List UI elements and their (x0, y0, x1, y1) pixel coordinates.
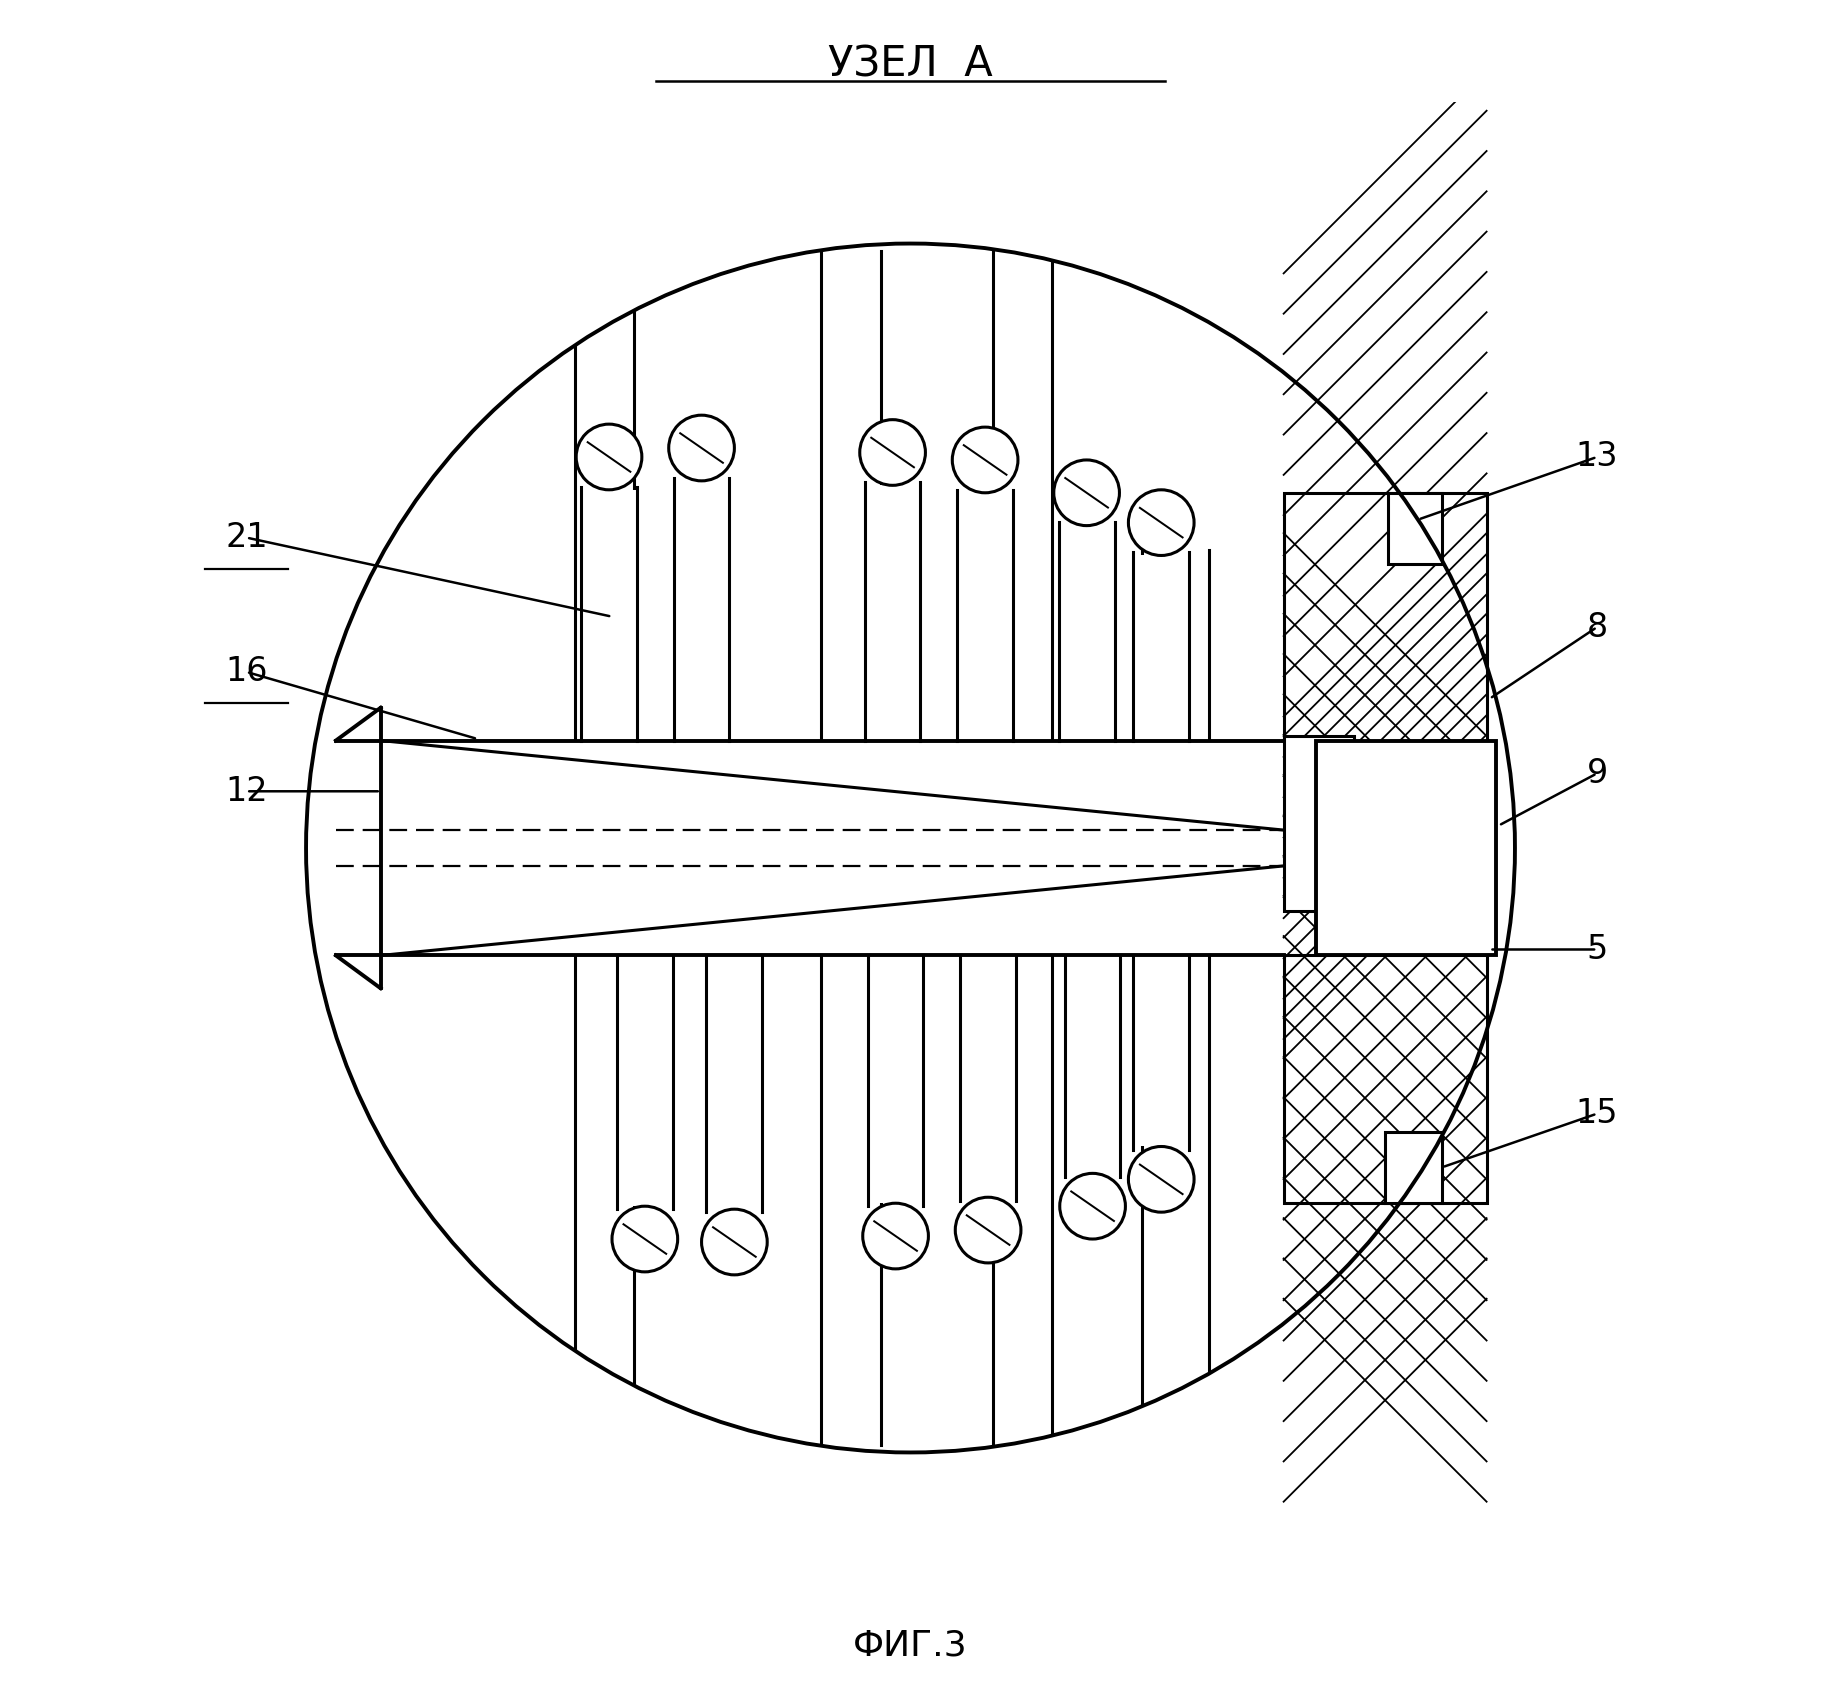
Circle shape (863, 1202, 929, 1269)
Circle shape (701, 1209, 767, 1275)
Circle shape (1129, 1146, 1195, 1213)
Circle shape (575, 424, 641, 490)
Bar (335, 741, 1284, 955)
Bar (707, 955, 763, 1209)
Bar (1386, 1131, 1442, 1202)
Bar (674, 482, 730, 741)
Text: 5: 5 (1586, 933, 1608, 967)
Circle shape (668, 416, 734, 482)
Bar (1065, 955, 1120, 1174)
Text: УЗЕЛ  А: УЗЕЛ А (829, 44, 992, 85)
Text: 15: 15 (1575, 1097, 1619, 1130)
Bar (960, 955, 1016, 1197)
Text: 16: 16 (226, 655, 268, 689)
Bar (867, 955, 923, 1202)
Bar (1133, 556, 1189, 741)
Text: 21: 21 (226, 521, 268, 555)
Circle shape (860, 419, 925, 485)
Bar (1133, 955, 1189, 1146)
Circle shape (1060, 1174, 1125, 1240)
Circle shape (952, 427, 1018, 494)
Circle shape (612, 1206, 677, 1272)
Text: 13: 13 (1575, 441, 1619, 473)
Bar (1317, 741, 1495, 955)
Circle shape (956, 1197, 1022, 1264)
Bar (1058, 526, 1114, 741)
Bar (1388, 494, 1442, 565)
Text: 12: 12 (226, 775, 268, 807)
Bar (1284, 955, 1486, 1202)
Circle shape (1054, 460, 1120, 526)
Text: ФИГ.3: ФИГ.3 (854, 1628, 967, 1662)
Bar (1284, 736, 1353, 911)
Circle shape (1129, 490, 1195, 556)
Text: 8: 8 (1586, 611, 1608, 643)
Bar (1284, 494, 1486, 741)
Bar (581, 490, 637, 741)
Bar (865, 485, 920, 741)
Text: 9: 9 (1586, 756, 1608, 790)
Bar (617, 955, 672, 1206)
Bar (958, 494, 1012, 741)
